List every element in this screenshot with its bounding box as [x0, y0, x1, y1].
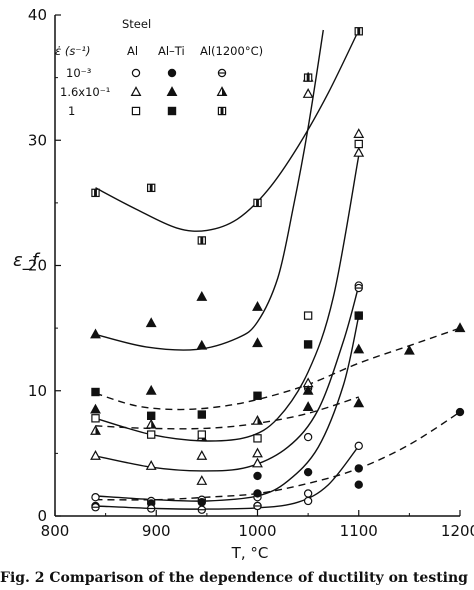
legend-filled-triangle-marker — [166, 86, 178, 97]
filled-square-point — [91, 387, 100, 397]
y-tick-label: 30 — [28, 131, 47, 149]
filled-triangle-point — [353, 397, 365, 408]
open-triangle-point — [145, 460, 157, 470]
filled-triangle-point — [403, 344, 415, 355]
open-triangle-point — [196, 450, 208, 460]
ductility-chart: 800 900 1000 1100 1200 0 10 20 30 40 ε_f T, °C St… — [13, 6, 474, 562]
open-square-point — [91, 414, 100, 423]
y-tick-label: 20 — [28, 257, 47, 275]
dashed-fit-curve — [95, 327, 461, 411]
open-square-point — [303, 311, 313, 320]
open-triangle-point — [353, 146, 365, 157]
x-tick-label: 1200 — [441, 522, 474, 540]
filled-circle-point — [197, 498, 207, 507]
open-square-point — [197, 430, 207, 439]
filled-triangle-point — [196, 339, 208, 350]
y-tick-label: 40 — [28, 6, 47, 24]
open-square-point — [354, 139, 363, 149]
filled-triangle-point — [252, 300, 263, 311]
legend-half-square-marker-fill — [220, 107, 224, 115]
half-square-point-fill — [357, 27, 361, 35]
solid-fit-curve — [95, 155, 360, 442]
open-circle-point — [91, 493, 100, 502]
filled-triangle-point — [252, 337, 263, 348]
legend-row-1e-3: 10⁻³ — [66, 66, 92, 80]
legend-col-al: Al — [127, 44, 138, 58]
dashed-fit-curve — [95, 411, 461, 501]
legend-filled-square-marker — [167, 106, 177, 116]
open-circle-point — [303, 496, 313, 506]
y-axis-label: ε_f — [13, 250, 41, 271]
open-triangle-point — [252, 447, 263, 458]
x-tick-label: 900 — [142, 522, 171, 540]
legend-half-triangle-marker-fill — [222, 87, 227, 96]
filled-triangle-point — [353, 343, 365, 354]
dashed-fit-curve — [95, 396, 360, 430]
open-triangle-point — [196, 475, 208, 485]
filled-circle-point — [303, 467, 313, 477]
filled-square-point — [197, 410, 207, 419]
filled-circle-point — [455, 407, 465, 417]
half-square-point-fill — [94, 189, 97, 197]
solid-fit-curve — [95, 285, 360, 472]
legend-col-al1200: Al(1200°C) — [200, 44, 263, 58]
filled-circle-point — [253, 489, 262, 498]
y-tick-label: 0 — [37, 507, 47, 525]
filled-square-point — [253, 391, 262, 400]
x-axis-label: T, °C — [231, 544, 269, 562]
filled-triangle-point — [196, 290, 208, 301]
filled-triangle-point — [90, 403, 101, 414]
half-triangle-point-fill — [257, 416, 262, 425]
legend-filled-circle-marker — [167, 68, 177, 78]
filled-square-point — [354, 311, 363, 320]
filled-circle-point — [354, 480, 363, 489]
legend-row-1: 1 — [68, 104, 75, 118]
legend-markers — [130, 68, 228, 116]
axes: 800 900 1000 1100 1200 0 10 20 30 40 — [28, 6, 474, 540]
filled-triangle-point — [145, 384, 157, 395]
figure-caption: Fig. 2 Comparison of the dependence of d… — [0, 570, 468, 586]
filled-triangle-point — [145, 317, 157, 328]
open-circle-point — [354, 441, 363, 451]
solid-fit-curve — [95, 29, 324, 351]
half-square-point-fill — [149, 184, 153, 192]
half-triangle-point-fill — [95, 426, 100, 435]
legend-open-circle-marker — [131, 68, 141, 78]
half-square-point-fill — [256, 199, 259, 207]
half-triangle-point-fill — [151, 419, 156, 428]
legend-open-triangle-marker — [130, 86, 142, 97]
half-square-point-fill — [306, 74, 310, 82]
filled-triangle-point — [302, 384, 314, 395]
open-triangle-point — [252, 457, 263, 468]
legend-rate-header: ε̇ (s⁻¹) — [55, 44, 91, 58]
filled-triangle-point — [302, 401, 314, 412]
y-tick-label: 10 — [28, 382, 47, 400]
x-tick-label: 1100 — [340, 522, 378, 540]
legend: Steel ε̇ (s⁻¹) Al Al–Ti Al(1200°C) 10⁻³ … — [55, 17, 263, 118]
filled-triangle-point — [454, 322, 466, 333]
open-square-point — [146, 430, 156, 439]
solid-fit-curve — [95, 29, 360, 232]
x-tick-label: 800 — [41, 522, 70, 540]
x-tick-label: 1000 — [238, 522, 276, 540]
open-triangle-point — [302, 88, 314, 98]
open-square-point — [253, 434, 262, 443]
solid-fit-curve — [95, 315, 360, 502]
data-points — [90, 27, 466, 514]
filled-triangle-point — [90, 328, 101, 339]
filled-circle-point — [253, 471, 262, 481]
legend-open-square-marker — [131, 106, 141, 116]
open-triangle-point — [353, 128, 365, 138]
filled-square-point — [146, 411, 156, 421]
legend-row-1.6e-1: 1.6x10⁻¹ — [60, 85, 110, 99]
filled-circle-point — [354, 464, 363, 473]
open-triangle-point — [90, 450, 101, 460]
half-square-point-fill — [200, 236, 204, 245]
legend-heading: Steel — [122, 17, 151, 31]
filled-square-point — [303, 340, 313, 349]
open-circle-point — [303, 432, 313, 442]
open-circle-point — [303, 489, 313, 498]
legend-col-alti: Al–Ti — [158, 44, 185, 58]
